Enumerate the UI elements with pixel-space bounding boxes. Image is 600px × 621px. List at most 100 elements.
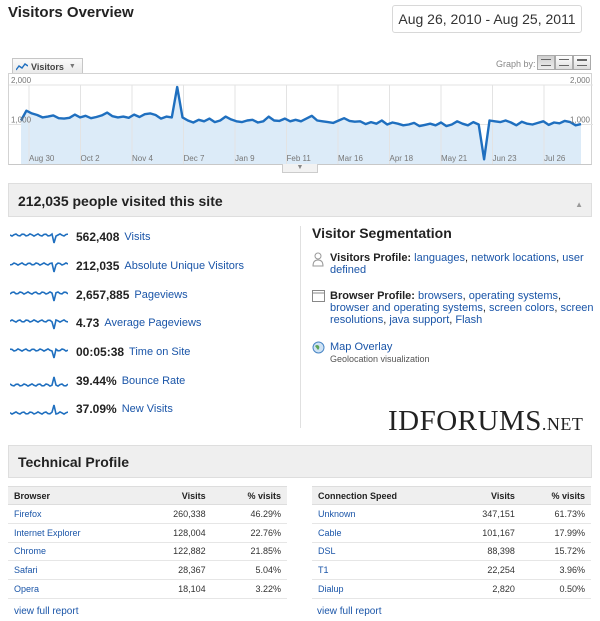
watermark: IDFORUMS.NET xyxy=(388,405,583,438)
metric-row: 212,035 Absolute Unique Visitors xyxy=(10,258,244,274)
x-tick-label: Apr 18 xyxy=(390,154,414,163)
metric-link[interactable]: Pageviews xyxy=(134,289,188,301)
chevron-down-icon: ▼ xyxy=(68,63,76,70)
metric-selector[interactable]: Visitors ▼ xyxy=(12,58,83,74)
table-cell: 260,338 xyxy=(137,504,212,524)
table-cell: 46.29% xyxy=(211,504,287,524)
metric-link[interactable]: New Visits xyxy=(121,403,173,415)
metric-link[interactable]: Absolute Unique Visitors xyxy=(124,260,245,272)
browser-table: Browser Visits% visits Firefox 260,338 46.29… xyxy=(8,486,287,599)
metric-link[interactable]: Bounce Rate xyxy=(121,375,186,387)
table-cell: 122,882 xyxy=(137,542,212,562)
graph-by-day-button[interactable] xyxy=(537,55,555,70)
x-tick-label: Jul 26 xyxy=(544,154,566,163)
segment-link[interactable]: browsers xyxy=(418,290,463,302)
column-header[interactable]: % visits xyxy=(520,486,591,505)
metric-row: 00:05:38 Time on Site xyxy=(10,344,190,360)
technical-profile-header: Technical Profile xyxy=(8,445,592,478)
row-name-link[interactable]: Internet Explorer xyxy=(8,523,138,543)
visitors-profile-label: Visitors Profile: xyxy=(330,252,412,264)
summary-title: 212,035 people visited this site xyxy=(18,193,223,209)
graph-by-month-button[interactable] xyxy=(573,55,591,70)
table-cell: 5.04% xyxy=(211,560,287,581)
metric-selector-label: Visitors xyxy=(31,61,64,72)
table-cell: 21.85% xyxy=(211,542,287,562)
segment-link[interactable]: screen colors xyxy=(488,302,555,314)
graph-by-week-button[interactable] xyxy=(555,55,573,70)
sparkline-icon xyxy=(10,290,68,302)
summary-header: 212,035 people visited this site ▲ xyxy=(8,183,592,217)
row-name-link[interactable]: Safari xyxy=(8,560,138,581)
chart-resize-handle[interactable]: ▼ xyxy=(282,164,318,173)
visitors-line xyxy=(19,85,582,161)
column-header[interactable]: Visits xyxy=(452,486,521,505)
x-tick-label: Jun 23 xyxy=(493,154,518,163)
metric-link[interactable]: Average Pageviews xyxy=(104,317,202,329)
row-name-link[interactable]: Unknown xyxy=(312,504,453,524)
table-row: Cable 101,167 17.99% xyxy=(312,523,591,543)
graph-by-buttons xyxy=(537,55,591,70)
metric-row: 37.09% New Visits xyxy=(10,401,173,417)
x-tick-label: Aug 30 xyxy=(29,154,55,163)
table-row: Unknown 347,151 61.73% xyxy=(312,504,591,524)
metric-value: 562,408 xyxy=(76,230,120,244)
connection-speed-table: Connection Speed Visits% visits Unknown 347… xyxy=(312,486,591,599)
map-overlay-link[interactable]: Map Overlay xyxy=(330,341,393,353)
row-name-link[interactable]: T1 xyxy=(312,560,453,581)
watermark-suffix: .NET xyxy=(541,414,584,434)
table-cell: 22.76% xyxy=(211,523,287,543)
browser-full-report-link[interactable]: view full report xyxy=(14,606,79,617)
collapse-icon[interactable]: ▲ xyxy=(575,200,583,209)
table-row: Opera 18,104 3.22% xyxy=(8,579,287,599)
map-overlay: Map Overlay Geolocation visualization xyxy=(312,341,594,365)
x-tick-label: Dec 7 xyxy=(184,154,205,163)
x-tick-label: Mar 16 xyxy=(338,154,363,163)
row-name-link[interactable]: Dialup xyxy=(312,579,453,599)
segment-link[interactable]: network locations xyxy=(471,252,557,264)
segment-link[interactable]: java support xyxy=(389,314,450,326)
table-row: DSL 88,398 15.72% xyxy=(312,542,591,562)
metric-row: 2,657,885 Pageviews xyxy=(10,287,188,303)
technical-profile-title: Technical Profile xyxy=(18,454,129,470)
segment-link[interactable]: browser and operating systems xyxy=(330,302,483,314)
metric-row: 4.73 Average Pageviews xyxy=(10,315,201,331)
table-cell: 101,167 xyxy=(452,523,521,543)
table-row: Safari 28,367 5.04% xyxy=(8,560,287,581)
segment-link[interactable]: Flash xyxy=(455,314,483,326)
column-header[interactable]: Connection Speed xyxy=(312,486,453,505)
segment-link[interactable]: user defined xyxy=(330,252,584,276)
segment-link[interactable]: languages xyxy=(414,252,465,264)
metric-value: 2,657,885 xyxy=(76,288,130,302)
visitors-chart[interactable]: 2,000 1,000 2,000 1,000 Aug 30 Oct 2 Nov 4 Dec … xyxy=(8,73,593,165)
column-header[interactable]: Visits xyxy=(137,486,212,505)
metric-link[interactable]: Time on Site xyxy=(129,346,191,358)
segment-link[interactable]: operating systems xyxy=(468,290,559,302)
row-name-link[interactable]: Opera xyxy=(8,579,138,599)
column-header[interactable]: Browser xyxy=(8,486,138,505)
sparkline-icon xyxy=(10,232,68,244)
metric-value: 212,035 xyxy=(76,259,120,273)
table-row: T1 22,254 3.96% xyxy=(312,560,591,581)
row-name-link[interactable]: Cable xyxy=(312,523,453,543)
metric-value: 37.09% xyxy=(76,402,117,416)
table-cell: 15.72% xyxy=(520,542,591,562)
table-cell: 18,104 xyxy=(137,579,212,599)
segmentation-title: Visitor Segmentation xyxy=(312,225,452,241)
row-name-link[interactable]: DSL xyxy=(312,542,453,562)
column-header[interactable]: % visits xyxy=(211,486,287,505)
table-cell: 128,004 xyxy=(137,523,212,543)
y-tick-label-right: 2,000 xyxy=(570,76,591,85)
row-name-link[interactable]: Firefox xyxy=(8,504,138,524)
table-row: Dialup 2,820 0.50% xyxy=(312,579,591,599)
row-name-link[interactable]: Chrome xyxy=(8,542,138,562)
y-tick-label: 2,000 xyxy=(11,76,32,85)
segment-link[interactable]: screen resolutions xyxy=(330,302,594,326)
y-tick-label: 1,000 xyxy=(11,116,32,125)
metric-link[interactable]: Visits xyxy=(124,231,151,243)
table-cell: 17.99% xyxy=(520,523,591,543)
watermark-main: IDFORUMS xyxy=(388,405,542,437)
line-chart-icon xyxy=(16,62,28,70)
table-row: Firefox 260,338 46.29% xyxy=(8,504,287,524)
connection-full-report-link[interactable]: view full report xyxy=(317,606,382,617)
date-range-picker[interactable]: Aug 26, 2010 - Aug 25, 2011 xyxy=(392,5,582,33)
